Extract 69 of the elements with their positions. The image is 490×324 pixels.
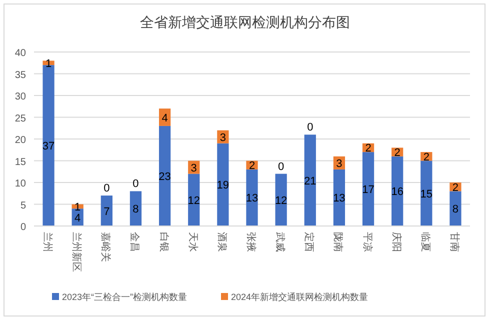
data-label: 13 — [246, 192, 258, 205]
y-tick-label: 20 — [14, 135, 26, 146]
x-tick-label: 白银 — [158, 232, 170, 252]
x-tick-label: 金昌 — [128, 232, 141, 252]
y-tick-label: 5 — [20, 200, 26, 212]
x-tick-label: 张掖 — [245, 232, 257, 252]
x-tick-label: 庆阳 — [390, 232, 402, 252]
data-label: 2 — [248, 160, 256, 172]
data-label: 4 — [74, 212, 81, 224]
data-label: 21 — [304, 175, 316, 188]
data-label: 37 — [42, 140, 55, 153]
bar — [333, 169, 346, 226]
bar — [362, 152, 374, 226]
y-tick-label: 40 — [14, 48, 26, 59]
y-tick-label: 30 — [14, 92, 26, 102]
chart-title: 全省新增交通联网检测机构分布图 — [140, 14, 350, 30]
data-label: 8 — [132, 204, 139, 216]
data-label: 2 — [452, 182, 459, 194]
data-label: 3 — [336, 158, 342, 170]
bar — [450, 191, 462, 226]
data-label: 3 — [220, 132, 226, 144]
x-tick-label: 天水 — [186, 232, 199, 252]
data-label: 17 — [362, 184, 374, 196]
x-tick-label: 定西 — [303, 232, 316, 252]
x-tick-label: 嘉峪关 — [100, 232, 112, 262]
data-label: 7 — [104, 206, 110, 218]
data-label: 0 — [132, 178, 139, 190]
bar — [130, 191, 142, 226]
x-tick-label: 武威 — [274, 232, 286, 252]
data-label: 16 — [391, 186, 404, 198]
data-label: 2 — [394, 147, 400, 160]
data-label: 8 — [452, 204, 459, 216]
data-label: 12 — [188, 194, 200, 207]
data-label: 0 — [104, 182, 110, 195]
x-tick-label: 陇南 — [332, 232, 344, 252]
legend-label: 2024年新增交通联网检测机构数量 — [231, 292, 368, 302]
x-tick-label: 甘南 — [448, 232, 460, 252]
x-tick-label: 兰州 — [42, 232, 54, 252]
bar — [217, 143, 229, 226]
data-label: 2 — [365, 142, 372, 155]
bar — [304, 134, 316, 226]
data-label: 0 — [278, 160, 284, 173]
bar — [275, 174, 287, 226]
bar — [392, 156, 404, 226]
data-label: 19 — [216, 180, 230, 192]
x-tick-label: 平凉 — [361, 232, 374, 252]
bar — [188, 174, 200, 226]
bar — [42, 65, 54, 226]
y-tick-label: 10 — [14, 178, 26, 190]
data-label: 12 — [274, 194, 288, 207]
data-label: 0 — [307, 122, 314, 134]
data-label: 23 — [158, 170, 171, 183]
bar — [420, 160, 432, 226]
x-tick-label: 兰州新区 — [70, 232, 83, 272]
x-tick-label: 临夏 — [419, 232, 432, 252]
data-label: 2 — [423, 151, 430, 164]
y-tick-label: 15 — [14, 156, 26, 168]
bar — [246, 169, 258, 226]
data-label: 15 — [420, 188, 433, 200]
bar — [100, 196, 112, 226]
bar — [158, 126, 171, 226]
data-label: 13 — [333, 192, 346, 205]
data-label: 4 — [162, 112, 168, 124]
x-tick-label: 酒泉 — [216, 232, 228, 252]
y-tick-label: 35 — [14, 70, 26, 81]
y-tick-label: 25 — [14, 113, 26, 124]
data-label: 3 — [190, 162, 197, 174]
legend-label: 2023年“三检合一”检测机构数量 — [62, 292, 188, 302]
y-tick-label: 0 — [20, 222, 26, 233]
